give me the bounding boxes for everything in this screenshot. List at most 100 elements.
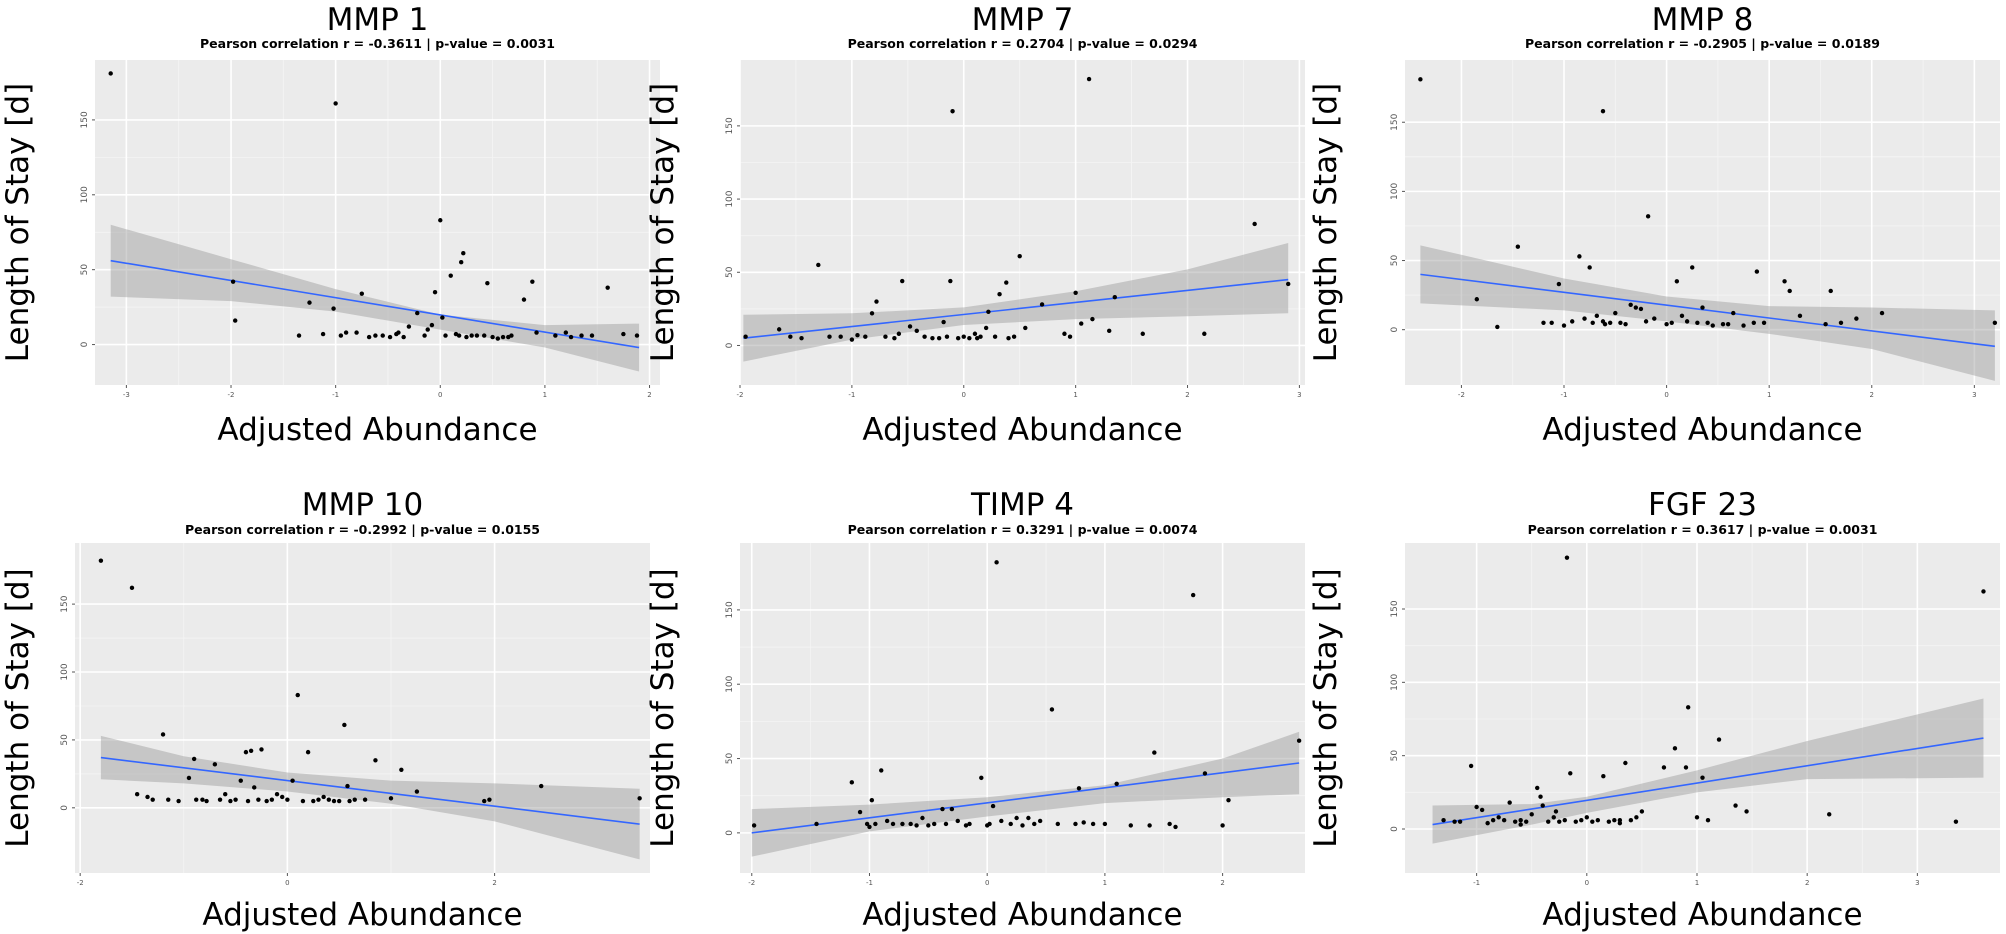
data-point	[259, 747, 264, 752]
data-point	[1090, 316, 1095, 322]
data-point	[814, 821, 819, 827]
data-point	[280, 794, 285, 800]
data-point	[1081, 820, 1086, 825]
data-point	[1684, 319, 1690, 324]
data-point	[999, 818, 1004, 824]
data-point	[443, 333, 448, 338]
data-point	[1590, 819, 1595, 824]
x-tick-label: 2	[1870, 391, 1874, 399]
data-point	[456, 333, 462, 338]
data-point	[233, 797, 238, 802]
data-point	[200, 797, 205, 802]
data-point	[869, 311, 875, 316]
data-point	[160, 732, 166, 737]
confidence-band	[1432, 698, 1984, 844]
data-point	[495, 336, 501, 341]
data-point	[362, 797, 368, 802]
data-point	[1725, 321, 1731, 327]
data-point	[415, 310, 420, 316]
data-point	[347, 798, 352, 804]
x-tick-label: -2	[1458, 391, 1465, 399]
data-point	[191, 756, 197, 762]
y-tick-label: 50	[1390, 255, 1400, 267]
data-point	[1540, 803, 1545, 808]
data-point	[321, 794, 326, 800]
data-point	[1557, 819, 1562, 824]
y-tick-label: 100	[1390, 673, 1400, 690]
regression-line	[743, 278, 1289, 339]
data-point	[1496, 815, 1501, 820]
data-point	[1023, 325, 1028, 331]
data-point	[1286, 281, 1291, 287]
data-point	[1639, 809, 1645, 814]
data-point	[422, 333, 427, 338]
data-point	[1600, 108, 1606, 114]
y-tick-label: 100	[80, 186, 90, 203]
data-point	[1634, 815, 1639, 820]
data-point	[914, 328, 919, 334]
x-tick-label: 0	[1664, 391, 1668, 399]
chart-title: MMP 8	[1652, 2, 1754, 38]
data-point	[474, 333, 480, 338]
data-point	[440, 315, 445, 320]
data-point	[1570, 319, 1575, 324]
data-point	[176, 798, 181, 804]
data-point	[1562, 818, 1567, 823]
chart-title: MMP 7	[972, 2, 1074, 38]
data-point	[914, 823, 919, 828]
data-point	[849, 337, 855, 342]
data-point	[1828, 288, 1833, 294]
data-point	[869, 797, 875, 803]
data-point	[1086, 76, 1092, 82]
data-point	[900, 278, 905, 284]
data-point	[1617, 820, 1623, 826]
data-point	[414, 789, 420, 794]
data-point	[295, 692, 300, 698]
y-tick-label: 50	[60, 734, 70, 746]
chart-subtitle: Pearson correlation r = 0.3291 | p-value…	[848, 522, 1198, 537]
data-point	[1076, 786, 1082, 791]
data-point	[429, 322, 435, 328]
data-point	[338, 333, 344, 338]
data-point	[336, 798, 342, 804]
data-point	[963, 823, 969, 828]
data-point	[1032, 821, 1037, 827]
data-point	[1838, 320, 1844, 325]
x-tick-label: 0	[985, 879, 989, 887]
data-point	[1561, 323, 1567, 328]
data-point	[1079, 321, 1084, 326]
data-point	[1787, 288, 1792, 294]
data-point	[1992, 320, 1998, 325]
data-point	[751, 823, 757, 828]
x-tick-label: -1	[866, 879, 873, 887]
data-point	[920, 815, 925, 821]
x-tick-label: 2	[1185, 391, 1189, 399]
y-tick-label: 150	[725, 117, 735, 134]
data-point	[1037, 818, 1043, 824]
data-point	[1628, 818, 1634, 823]
data-point	[892, 335, 897, 341]
data-point	[1690, 265, 1695, 270]
data-point	[1147, 823, 1152, 828]
data-point	[1039, 302, 1045, 307]
y-tick-label: 150	[60, 595, 70, 612]
data-point	[401, 334, 406, 340]
y-tick-label: 0	[80, 341, 90, 347]
data-point	[1226, 797, 1231, 803]
data-point	[896, 331, 902, 336]
data-point	[1546, 819, 1551, 824]
data-point	[1579, 818, 1584, 823]
x-tick-label: 1	[543, 391, 547, 399]
data-point	[290, 778, 295, 783]
data-point	[932, 821, 937, 827]
data-point	[530, 279, 535, 284]
data-point	[987, 821, 992, 827]
data-point	[373, 758, 378, 763]
data-point	[948, 278, 953, 284]
data-point	[816, 262, 821, 268]
x-axis-label: Adjusted Abundance	[862, 412, 1182, 448]
data-point	[252, 785, 257, 790]
data-point	[238, 778, 243, 783]
data-point	[108, 71, 113, 76]
